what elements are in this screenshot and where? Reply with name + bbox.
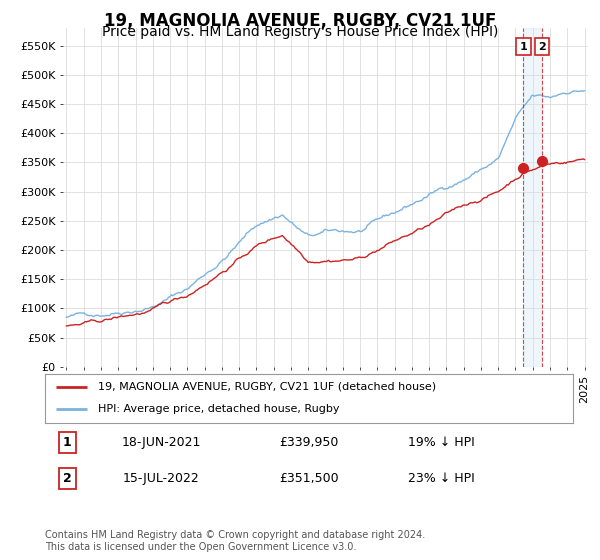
Bar	[523, 28, 542, 367]
Text: 19% ↓ HPI: 19% ↓ HPI	[407, 436, 475, 449]
Text: 18-JUN-2021: 18-JUN-2021	[121, 436, 201, 449]
Text: HPI: Average price, detached house, Rugby: HPI: Average price, detached house, Rugb…	[98, 404, 340, 414]
Text: 1: 1	[63, 436, 71, 449]
Text: 2: 2	[63, 472, 71, 486]
Text: 19, MAGNOLIA AVENUE, RUGBY, CV21 1UF: 19, MAGNOLIA AVENUE, RUGBY, CV21 1UF	[104, 12, 496, 30]
Text: 1: 1	[520, 41, 527, 52]
Text: £339,950: £339,950	[280, 436, 338, 449]
Text: 15-JUL-2022: 15-JUL-2022	[123, 472, 200, 486]
Text: £351,500: £351,500	[279, 472, 339, 486]
Text: 2: 2	[538, 41, 546, 52]
Text: Price paid vs. HM Land Registry's House Price Index (HPI): Price paid vs. HM Land Registry's House …	[102, 25, 498, 39]
Text: 19, MAGNOLIA AVENUE, RUGBY, CV21 1UF (detached house): 19, MAGNOLIA AVENUE, RUGBY, CV21 1UF (de…	[98, 382, 436, 392]
Text: 23% ↓ HPI: 23% ↓ HPI	[407, 472, 475, 486]
Text: Contains HM Land Registry data © Crown copyright and database right 2024.
This d: Contains HM Land Registry data © Crown c…	[45, 530, 425, 552]
